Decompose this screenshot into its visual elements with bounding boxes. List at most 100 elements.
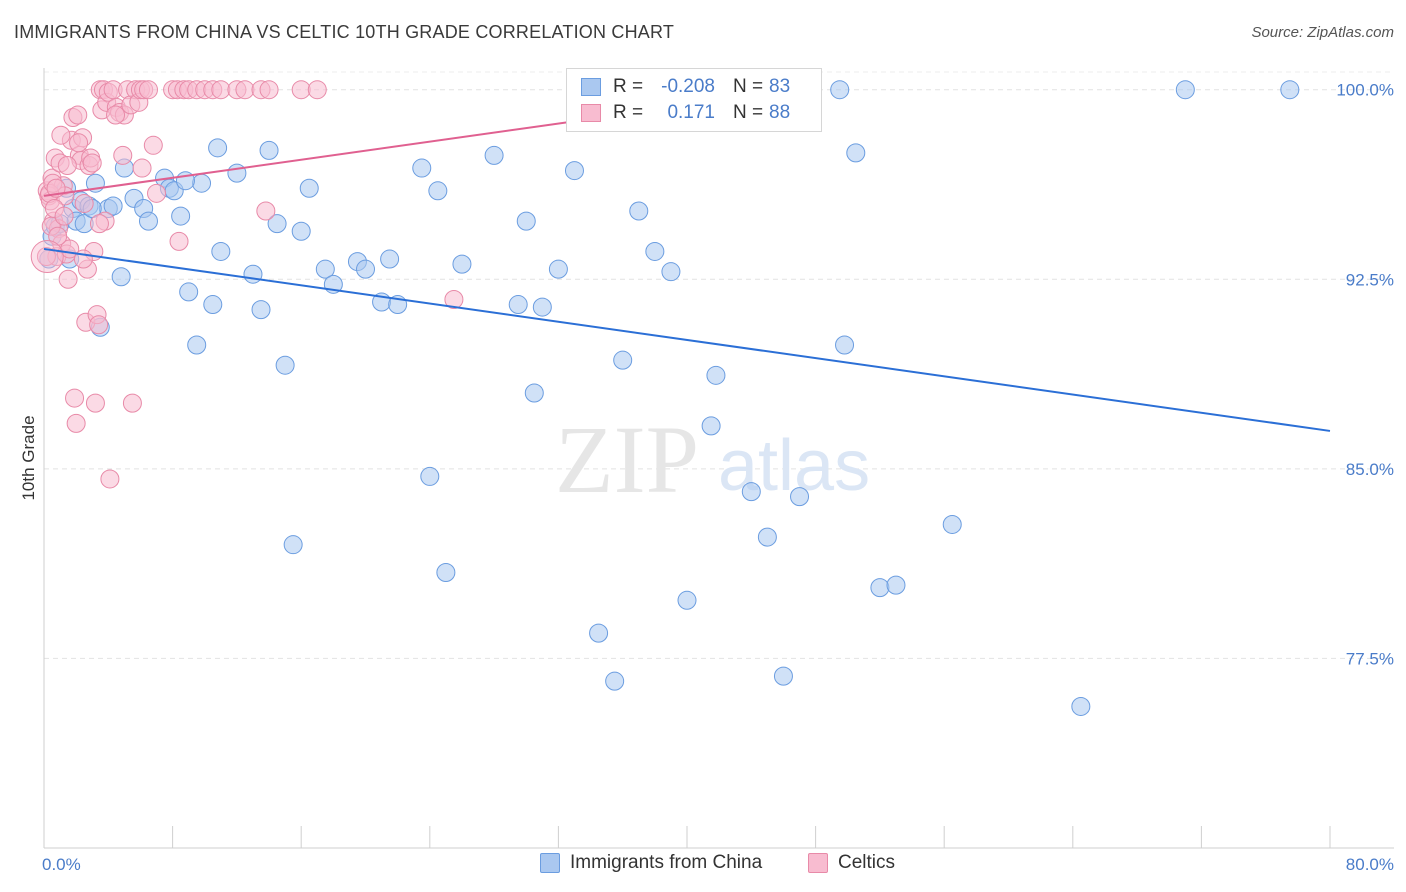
point-series0-32 (315, 259, 335, 279)
point-series1-28 (82, 153, 102, 173)
point-series1-54 (147, 183, 167, 203)
point-series0-63 (773, 666, 793, 686)
point-series0-22 (187, 335, 207, 355)
legend-r-label: R = (613, 102, 644, 123)
x-tick-label-max: 80.0% (1346, 855, 1394, 874)
data-points (30, 80, 1300, 716)
point-series0-82 (208, 138, 228, 158)
point-series0-13 (103, 196, 123, 216)
point-series0-64 (790, 487, 810, 507)
chart-source: Source: ZipAtlas.com (1251, 24, 1394, 41)
y-tick-label-1: 85.0% (1346, 460, 1394, 479)
legend-n-value: 88 (769, 102, 791, 123)
legend-n-label: N = (733, 76, 764, 97)
y-tick-label-3: 100.0% (1336, 81, 1394, 100)
point-series1-19 (68, 105, 88, 125)
point-series1-87 (36, 247, 56, 267)
point-series0-72 (1175, 80, 1195, 100)
trend-lines (43, 88, 1331, 432)
point-series0-21 (179, 282, 199, 302)
point-series1-85 (132, 158, 152, 178)
point-series1-23 (74, 193, 94, 213)
point-series0-27 (251, 300, 271, 320)
point-series0-31 (299, 178, 319, 198)
point-series0-46 (516, 211, 536, 231)
point-series0-65 (830, 80, 850, 100)
point-series0-78 (259, 140, 279, 160)
legend-swatch-celtics (581, 104, 601, 122)
point-series1-52 (138, 80, 158, 100)
point-series0-20 (171, 206, 191, 226)
point-series0-39 (412, 158, 432, 178)
point-series0-28 (267, 214, 287, 234)
legend-r-label: R = (613, 76, 644, 97)
point-series1-39 (100, 469, 120, 489)
point-series1-86 (169, 231, 189, 251)
point-series1-71 (256, 201, 276, 221)
point-series0-24 (211, 241, 231, 261)
point-series1-47 (122, 393, 142, 413)
point-series0-50 (564, 161, 584, 181)
point-series0-62 (757, 527, 777, 547)
point-series0-48 (532, 297, 552, 317)
point-series1-30 (85, 393, 105, 413)
point-series1-69 (444, 289, 464, 309)
point-series0-52 (605, 671, 625, 691)
point-series0-57 (677, 590, 697, 610)
point-series1-43 (113, 145, 133, 165)
point-series0-43 (452, 254, 472, 274)
point-series0-80 (111, 267, 131, 287)
point-series0-49 (548, 259, 568, 279)
stats-legend: R = -0.208 N = 83 R = 0.171 N = 88 (566, 68, 822, 132)
point-series0-25 (227, 163, 247, 183)
point-series1-17 (65, 388, 85, 408)
point-series0-69 (886, 575, 906, 595)
bottom-legend-label-china: Immigrants from China (570, 852, 763, 873)
point-series0-41 (428, 181, 448, 201)
point-cluster-origin (30, 240, 64, 274)
point-series1-78 (51, 125, 71, 145)
point-series1-66 (259, 80, 279, 100)
point-series0-42 (436, 562, 456, 582)
point-series0-76 (138, 211, 158, 231)
point-series1-68 (307, 80, 327, 100)
point-series1-13 (58, 269, 78, 289)
y-tick-label-2: 92.5% (1346, 270, 1394, 289)
point-series0-55 (645, 241, 665, 261)
legend-n-value: 83 (769, 76, 791, 97)
grid-lines (44, 71, 1394, 659)
point-series0-26 (243, 264, 263, 284)
chart-title: IMMIGRANTS FROM CHINA VS CELTIC 10TH GRA… (14, 22, 675, 42)
watermark-zip: ZIP (555, 406, 699, 513)
legend-row-china: R = -0.208 N = 83 (581, 75, 790, 99)
point-series0-70 (942, 514, 962, 534)
point-series1-32 (89, 315, 109, 335)
point-series0-56 (661, 262, 681, 282)
point-series1-83 (89, 214, 109, 234)
point-series0-40 (420, 466, 440, 486)
point-series0-59 (706, 365, 726, 385)
point-series1-84 (106, 105, 126, 125)
point-series0-54 (629, 201, 649, 221)
point-series1-53 (143, 135, 163, 155)
point-series0-51 (589, 623, 609, 643)
legend-swatch-china (581, 78, 601, 96)
point-series0-66 (835, 335, 855, 355)
tick-labels: 77.5% 85.0% 92.5% 100.0% 0.0% 80.0% (42, 81, 1394, 874)
point-series1-67 (291, 80, 311, 100)
point-series1-77 (48, 226, 68, 246)
point-series0-44 (484, 145, 504, 165)
bottom-legend-celtics: Celtics (808, 852, 895, 874)
legend-r-value: -0.208 (661, 76, 715, 97)
point-series1-64 (235, 80, 255, 100)
bottom-legend-swatch-celtics (808, 853, 828, 873)
point-series1-79 (54, 206, 74, 226)
bottom-legend-swatch-china (540, 853, 560, 873)
legend-r-value: 0.171 (667, 102, 715, 123)
point-series0-29 (275, 355, 295, 375)
legend-n-label: N = (733, 102, 764, 123)
point-series0-30 (291, 221, 311, 241)
bottom-legend-label-celtics: Celtics (838, 852, 896, 873)
point-series0-73 (1280, 80, 1300, 100)
